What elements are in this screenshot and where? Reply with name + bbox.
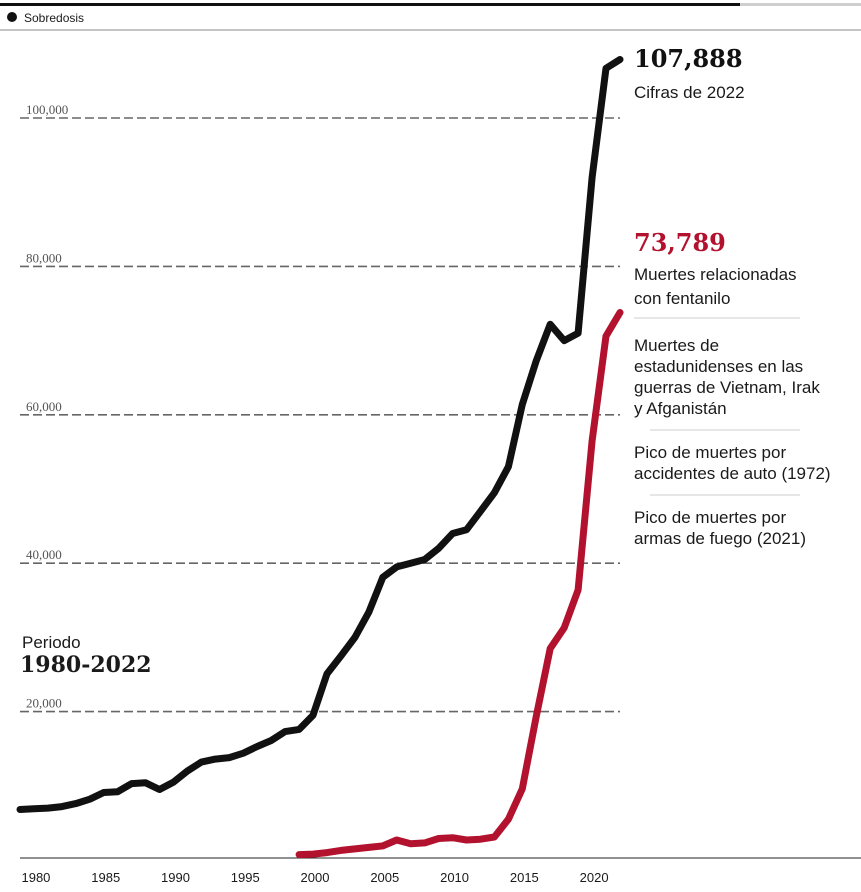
- y-tick-label-80000: 80,000: [26, 250, 62, 265]
- reference-2-line-2: accidentes de auto (1972): [634, 464, 831, 483]
- legend-label-overdose: Sobredosis: [24, 11, 84, 25]
- x-tick-label-1980: 1980: [21, 870, 50, 885]
- y-tick-label-20000: 20,000: [26, 696, 62, 711]
- x-tick-label-1995: 1995: [231, 870, 260, 885]
- x-tick-label-2005: 2005: [370, 870, 399, 885]
- y-gridlines: [20, 117, 620, 713]
- reference-1-line-3: guerras de Vietnam, Irak: [634, 378, 820, 397]
- series-line-fentanyl: [295, 309, 624, 859]
- fentanyl-value-label: 73,789: [634, 228, 726, 257]
- overdose-note: Cifras de 2022: [634, 83, 745, 102]
- x-tick-label-2020: 2020: [580, 870, 609, 885]
- period-label: Periodo: [22, 633, 81, 652]
- y-tick-label-40000: 40,000: [26, 547, 62, 562]
- reference-1-line-2: estadunidenses en las: [634, 357, 803, 376]
- x-tick-label-1985: 1985: [91, 870, 120, 885]
- header-rule: [0, 3, 740, 6]
- header-rule-light: [740, 3, 861, 6]
- overdose-value-label: 107,888: [634, 44, 743, 73]
- x-tick-label-2015: 2015: [510, 870, 539, 885]
- reference-3-line-1: Pico de muertes por: [634, 508, 786, 527]
- reference-notes: Muertes de estadunidenses en las guerras d…: [634, 336, 831, 548]
- period-value: 1980-2022: [20, 652, 152, 678]
- fentanyl-note-line-2: con fentanilo: [634, 289, 730, 308]
- series-lines: [16, 56, 624, 859]
- fentanyl-note-line-1: Muertes relacionadas: [634, 265, 797, 284]
- x-tick-label-2010: 2010: [440, 870, 469, 885]
- series-line-overdose: [16, 56, 624, 813]
- reference-1-line-1: Muertes de: [634, 336, 719, 355]
- x-tick-label-1990: 1990: [161, 870, 190, 885]
- legend-dot: [7, 12, 17, 22]
- x-tick-label-2000: 2000: [301, 870, 330, 885]
- reference-2-line-1: Pico de muertes por: [634, 443, 786, 462]
- y-tick-labels: 20,000 40,000 60,000 80,000 100,000: [26, 102, 68, 711]
- reference-3-line-2: armas de fuego (2021): [634, 529, 806, 548]
- y-tick-label-60000: 60,000: [26, 399, 62, 414]
- x-tick-labels: 1980 1985 1990 1995 2000 2005 2010 2015 2020: [21, 870, 608, 885]
- y-tick-label-100000: 100,000: [26, 102, 68, 117]
- reference-1-line-4: y Afganistán: [634, 399, 727, 418]
